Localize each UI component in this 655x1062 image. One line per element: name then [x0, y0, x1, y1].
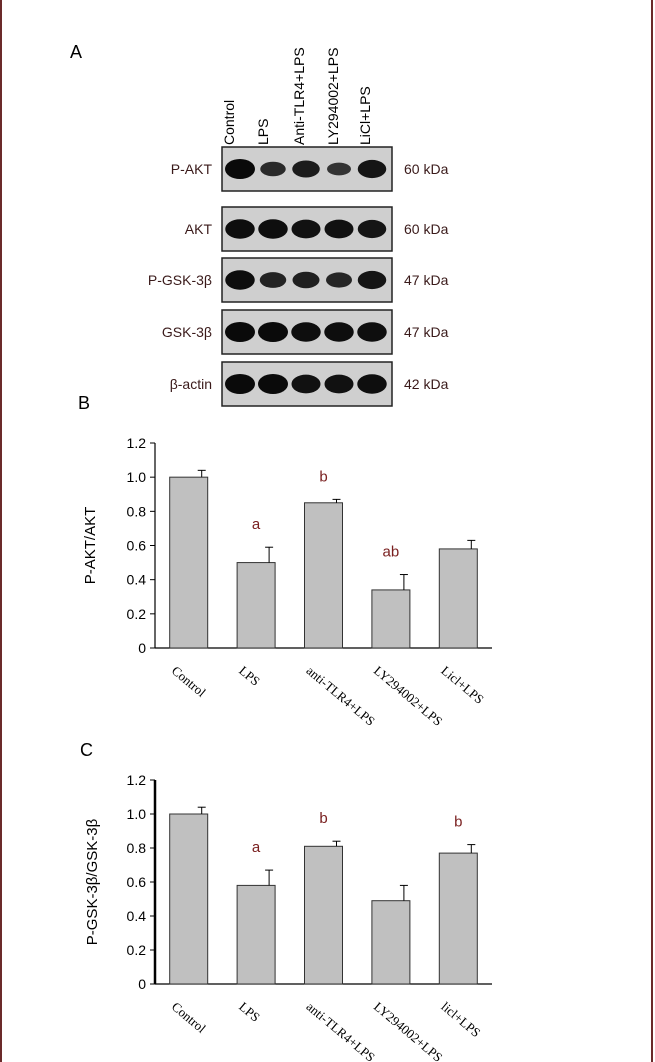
blot-kda-label: 47 kDa [404, 272, 449, 288]
significance-label: b [454, 814, 462, 831]
y-tick-label: 0 [138, 976, 146, 992]
blot-row: P-GSK-3β 47 kDa [148, 257, 449, 303]
x-tick-label: LPS [236, 999, 263, 1025]
y-tick-label: 0.4 [127, 572, 147, 588]
y-tick-label: 0.2 [127, 942, 147, 958]
blot-row: AKT 60 kDa [185, 206, 449, 252]
blot-row: β-actin 42 kDa [170, 361, 449, 407]
x-tick-label: Licl+LPS [438, 663, 486, 707]
lane-label: LY294002+LPS [325, 48, 341, 145]
significance-label: a [252, 839, 261, 856]
x-tick-label: licl+LPS [438, 999, 483, 1040]
y-tick-label: 0.4 [127, 908, 147, 924]
blot-band [357, 219, 387, 239]
bar [169, 813, 209, 985]
blot-band [225, 374, 255, 394]
blot-band [357, 159, 387, 179]
lane-label: LPS [255, 119, 271, 145]
y-tick-label: 0.6 [127, 538, 147, 554]
lane-label: Control [221, 100, 237, 145]
chart-p-gsk: P-GSK-3β/GSK-3β 0 0.2 0.4 0.6 0.8 1.0 1.2 Contro… [84, 772, 492, 1062]
blot-kda-label: 60 kDa [404, 161, 449, 177]
blot-band [327, 162, 351, 176]
y-tick-label: 1.2 [127, 435, 147, 451]
blot-band [324, 322, 354, 342]
bar [169, 476, 209, 649]
y-axis-label: P-AKT/AKT [82, 507, 99, 585]
blot-band [225, 270, 255, 290]
y-tick-label: 0.8 [127, 840, 147, 856]
y-tick-label: 1.0 [127, 469, 147, 485]
western-blot: Control LPS Anti-TLR4+LPS LY294002+LPS LiCl+… [148, 47, 449, 407]
blot-row-label: GSK-3β [162, 324, 212, 340]
blot-band [225, 322, 255, 342]
bar [304, 845, 343, 985]
blot-row: P-AKT 60 kDa [171, 146, 449, 192]
bar [304, 502, 343, 649]
blot-band [324, 219, 354, 239]
x-tick-label: anti-TLR4+LPS [304, 999, 378, 1062]
frame-left [0, 0, 2, 1062]
blot-band [291, 322, 321, 342]
blot-band [225, 219, 255, 239]
blot-band [357, 374, 387, 394]
blot-band [258, 219, 288, 239]
lane-label: Anti-TLR4+LPS [291, 47, 307, 145]
y-axis-label: P-GSK-3β/GSK-3β [84, 818, 101, 945]
x-tick-label: anti-TLR4+LPS [304, 663, 378, 729]
panel-b-label: B [78, 393, 90, 413]
bar [371, 589, 411, 649]
blot-kda-label: 47 kDa [404, 324, 449, 340]
blot-row-label: P-AKT [171, 161, 213, 177]
blot-row-label: P-GSK-3β [148, 272, 212, 288]
blot-kda-label: 42 kDa [404, 376, 449, 392]
blot-band [291, 219, 321, 239]
bar [236, 562, 276, 649]
blot-band [326, 272, 352, 288]
blot-band [324, 374, 354, 394]
x-tick-label: LPS [236, 663, 263, 689]
blot-band [292, 160, 320, 178]
blot-row: GSK-3β 47 kDa [162, 309, 449, 355]
x-tick-label: LY294002+LPS [371, 663, 446, 729]
blot-band [260, 161, 286, 177]
bar [236, 884, 276, 985]
blot-band [258, 322, 288, 342]
y-tick-label: 1.2 [127, 772, 147, 788]
x-tick-label: Control [169, 663, 209, 700]
blot-band [258, 374, 288, 394]
blot-band [292, 271, 320, 289]
blot-band [291, 374, 321, 394]
y-tick-label: 0 [138, 640, 146, 656]
bar [438, 852, 478, 985]
blot-row-label: β-actin [170, 376, 212, 392]
panel-c-label: C [80, 740, 93, 760]
bar [371, 900, 411, 985]
significance-label: a [252, 516, 261, 533]
y-tick-label: 0.2 [127, 606, 147, 622]
blot-band [357, 322, 387, 342]
y-tick-label: 0.8 [127, 503, 147, 519]
significance-label: b [319, 810, 327, 827]
blot-kda-label: 60 kDa [404, 221, 449, 237]
y-tick-label: 1.0 [127, 806, 147, 822]
blot-row-label: AKT [185, 221, 213, 237]
x-tick-label: Control [169, 999, 209, 1036]
panel-a-label: A [70, 42, 82, 62]
significance-label: ab [383, 544, 400, 561]
chart-p-akt: P-AKT/AKT 0 0.2 0.4 0.6 0.8 1.0 1.2 Control a LPS b… [82, 435, 492, 729]
blot-band [225, 159, 255, 179]
bar [438, 548, 478, 649]
blot-band [259, 272, 287, 288]
significance-label: b [319, 468, 327, 485]
x-tick-label: LY294002+LPS [371, 999, 446, 1062]
frame-right [651, 0, 653, 1062]
y-tick-label: 0.6 [127, 874, 147, 890]
blot-band [357, 270, 387, 290]
lane-label: LiCl+LPS [357, 86, 373, 145]
